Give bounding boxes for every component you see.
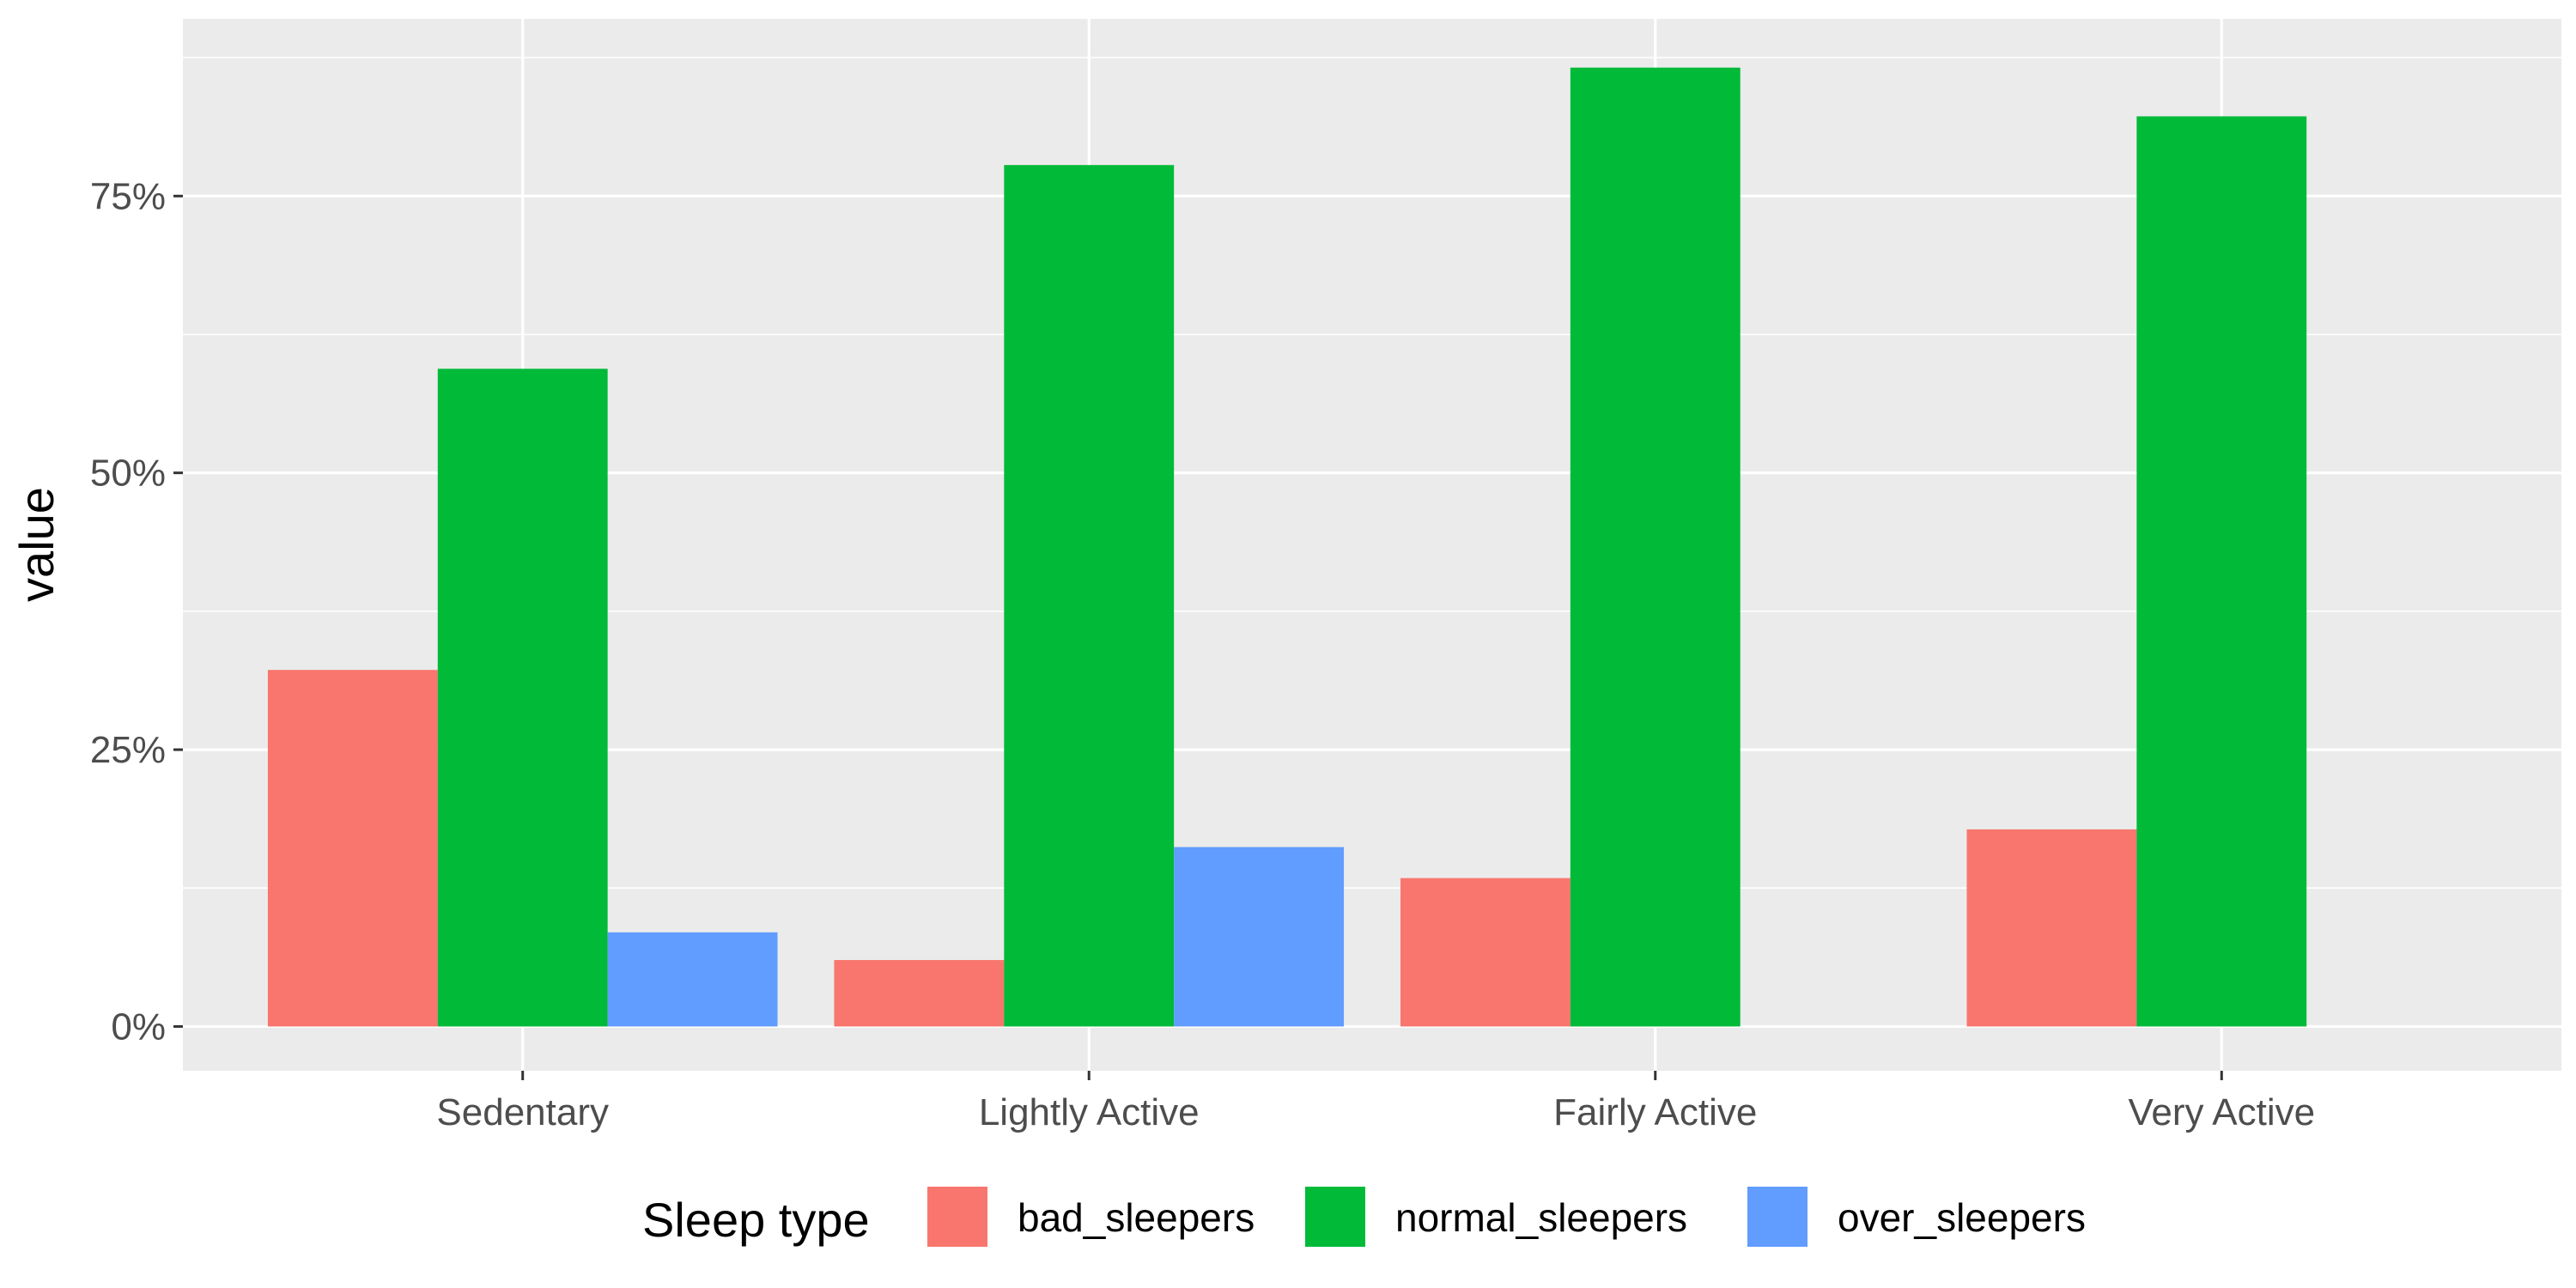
bar-normal_sleepers: [2136, 116, 2307, 1027]
x-tick-label: Fairly Active: [1553, 1091, 1757, 1133]
x-axis: Sedentary Lightly Active Fairly Active Very…: [436, 1071, 2315, 1133]
y-tick-label: 0%: [111, 1005, 166, 1048]
y-axis: 0% 25% 50% 75%: [90, 175, 183, 1048]
bar-bad_sleepers: [267, 670, 438, 1027]
bar-over_sleepers: [1174, 847, 1345, 1027]
x-tick-label: Lightly Active: [979, 1091, 1200, 1133]
y-tick-label: 75%: [90, 175, 166, 217]
legend-label-bad_sleepers: bad_sleepers: [1018, 1195, 1255, 1240]
bar-bad_sleepers: [1966, 829, 2137, 1027]
bar-over_sleepers: [607, 932, 778, 1027]
legend-label-over_sleepers: over_sleepers: [1838, 1195, 2086, 1240]
legend-key-bad_sleepers: [927, 1187, 987, 1247]
bar-bad_sleepers: [834, 960, 1005, 1027]
legend-key-normal_sleepers: [1305, 1187, 1365, 1247]
legend: Sleep type bad_sleepers normal_sleepers ov…: [642, 1187, 2086, 1247]
legend-label-normal_sleepers: normal_sleepers: [1395, 1195, 1687, 1240]
x-tick-label: Sedentary: [436, 1091, 609, 1133]
legend-key-over_sleepers: [1747, 1187, 1807, 1247]
legend-title: Sleep type: [642, 1193, 870, 1247]
bar-bad_sleepers: [1400, 878, 1571, 1027]
bars: [267, 67, 2307, 1027]
y-axis-title: value: [9, 487, 64, 602]
bar-normal_sleepers: [437, 368, 608, 1027]
y-tick-label: 25%: [90, 729, 166, 771]
bar-normal_sleepers: [1570, 67, 1741, 1027]
bar-normal_sleepers: [1004, 165, 1175, 1027]
y-tick-label: 50%: [90, 453, 166, 495]
x-tick-label: Very Active: [2128, 1091, 2315, 1133]
